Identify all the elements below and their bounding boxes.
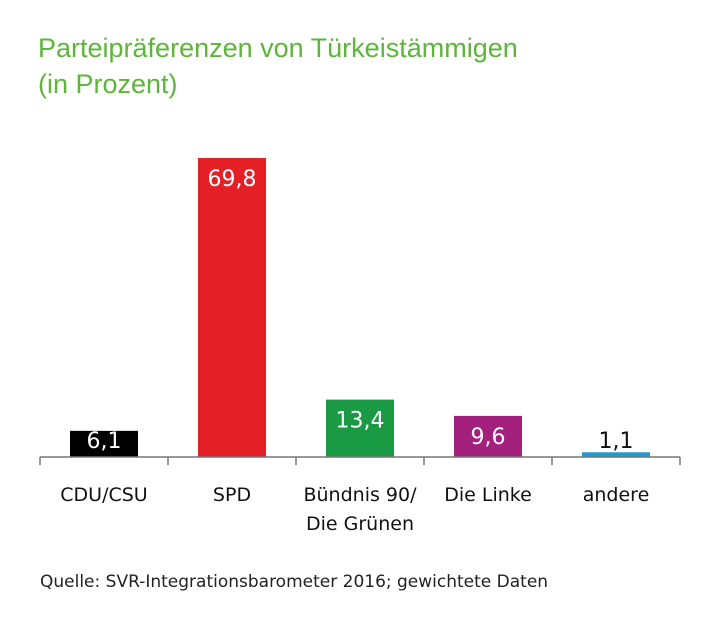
chart-title-line-1: Parteipräferenzen von Türkeistämmigen (38, 33, 518, 63)
x-axis (39, 456, 681, 465)
data-label: 13,4 (336, 409, 385, 434)
bar (454, 415, 522, 457)
chart-title-line-2: (in Prozent) (38, 69, 178, 99)
data-label: 9,6 (471, 425, 506, 450)
category-label: andere (583, 484, 650, 506)
category-label: Bündnis 90/ (303, 484, 417, 506)
bar (582, 452, 650, 457)
category-label: SPD (213, 484, 251, 506)
data-label: 6,1 (87, 429, 122, 454)
category-labels: CDU/CSU SPD Bündnis 90/Die Grünen Die Linke… (60, 484, 649, 535)
bar (70, 430, 138, 457)
bar-chart: 6,1 69,8 13,4 9,6 1,1 CDU/CSU SPD Bündnis 90/D… (39, 158, 681, 535)
category-label: Die Linke (444, 484, 532, 506)
bar-group (70, 158, 650, 457)
chart-title: Parteipräferenzen von Türkeistämmigen (i… (38, 30, 518, 102)
category-label: Die Grünen (306, 513, 414, 535)
bar (326, 399, 394, 457)
source-note: Quelle: SVR-Integrationsbarometer 2016; … (40, 572, 549, 592)
data-label: 69,8 (208, 167, 257, 192)
category-label: CDU/CSU (60, 484, 147, 506)
value-labels: 6,1 69,8 13,4 9,6 1,1 (87, 167, 634, 454)
data-label: 1,1 (599, 429, 634, 454)
bar (198, 158, 266, 457)
